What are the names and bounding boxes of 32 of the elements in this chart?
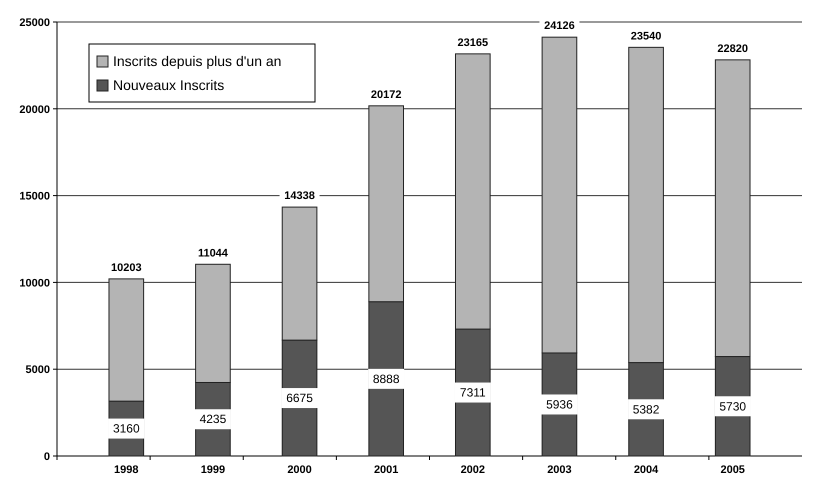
- y-tick-label: 5000: [26, 364, 50, 376]
- total-label: 24126: [544, 20, 575, 32]
- x-tick-label: 2000: [287, 464, 312, 476]
- x-tick-label: 2003: [547, 464, 572, 476]
- data-label: 3160: [112, 422, 140, 436]
- y-tick-label: 15000: [19, 190, 50, 203]
- x-tick-label: 2001: [374, 464, 398, 476]
- x-tick-label: 2004: [634, 464, 660, 476]
- x-tick-label: 1999: [200, 464, 226, 476]
- data-label: 5382: [632, 402, 660, 416]
- data-label: 5936: [546, 397, 574, 412]
- y-tick-label: 20000: [19, 104, 50, 116]
- total-label: 23540: [630, 30, 662, 42]
- legend-label: Nouveaux Inscrits: [113, 77, 224, 93]
- data-label: 5730: [719, 399, 746, 414]
- total-label: 22820: [717, 42, 748, 55]
- total-label: 23165: [458, 36, 488, 49]
- legend-label: Inscrits depuis plus d'un an: [113, 53, 282, 69]
- data-label: 8888: [372, 372, 400, 386]
- y-tick-label: 25000: [19, 17, 50, 29]
- total-label: 14338: [284, 190, 315, 202]
- total-label: 10203: [111, 262, 142, 274]
- y-tick-label: 10000: [19, 277, 50, 290]
- x-tick-label: 2005: [720, 464, 745, 476]
- data-label: 4235: [200, 412, 227, 426]
- total-label: 11044: [198, 247, 229, 260]
- y-tick-label: 0: [44, 451, 50, 463]
- data-label: 6675: [286, 391, 314, 406]
- x-tick-label: 1998: [114, 464, 139, 476]
- data-label: 7311: [460, 386, 486, 400]
- total-label: 20172: [370, 88, 402, 101]
- x-tick-label: 2002: [460, 464, 486, 476]
